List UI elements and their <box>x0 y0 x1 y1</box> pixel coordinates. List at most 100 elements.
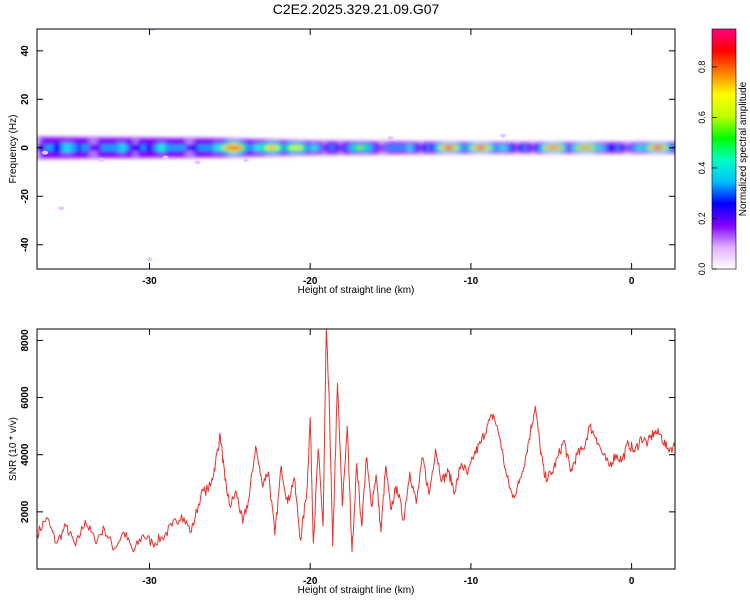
heatmap-cell <box>253 145 259 150</box>
heatmap-cell <box>257 146 263 150</box>
heatmap-cell <box>539 146 544 149</box>
heatmap-cell <box>185 145 191 150</box>
heatmap-cell <box>486 146 492 149</box>
spectrogram-panel: -30 -20 -10 0 -40 -20 0 20 40 Height of straight… <box>8 28 676 296</box>
heatmap-cell <box>338 146 343 150</box>
heatmap-cell <box>615 146 621 149</box>
heatmap-cell <box>414 146 420 150</box>
heatmap-speck <box>500 133 507 138</box>
y-tick-label: -40 <box>20 237 31 252</box>
heatmap-cell <box>125 145 131 150</box>
heatmap-cell <box>358 146 364 150</box>
heatmap-cell <box>141 145 147 150</box>
heatmap-cell <box>507 146 512 149</box>
spectrogram-heatmap <box>37 29 675 262</box>
heatmap-cell <box>41 145 46 151</box>
heatmap-cell <box>442 146 448 150</box>
y-tick-label: 6000 <box>20 386 31 409</box>
colorbar-tick-label: 0.4 <box>697 162 707 175</box>
heatmap-cell <box>49 145 54 151</box>
colorbar-tick-label: 0.8 <box>697 61 707 74</box>
heatmap-cell <box>563 146 568 149</box>
heatmap-cell <box>334 146 339 150</box>
heatmap-cell <box>446 146 452 150</box>
heatmap-cell <box>547 146 552 149</box>
heatmap-cell <box>85 145 90 151</box>
heatmap-cell <box>137 145 143 150</box>
heatmap-cell <box>627 146 633 149</box>
heatmap-cell <box>599 146 605 149</box>
heatmap-cell <box>318 146 323 150</box>
heatmap-cell <box>205 145 211 150</box>
heatmap-cell <box>65 145 70 151</box>
heatmap-cell <box>559 146 564 149</box>
heatmap-cell <box>282 146 287 150</box>
heatmap-cell <box>117 145 122 151</box>
heatmap-cell <box>663 146 669 149</box>
heatmap-cell <box>169 145 175 150</box>
spectrogram-xlabel: Height of straight line (km) <box>298 285 415 296</box>
heatmap-cell <box>603 146 609 149</box>
heatmap-cell <box>73 145 78 151</box>
heatmap-cell <box>189 145 195 150</box>
snr-panel: -30 -20 -10 0 2000 4000 6000 8000 Height of str… <box>8 328 676 596</box>
heatmap-cell <box>249 145 255 150</box>
heatmap-cell <box>430 146 436 150</box>
heatmap-cell <box>398 146 404 150</box>
heatmap-cell <box>591 146 597 149</box>
colorbar-tick-label: 0.6 <box>697 111 707 124</box>
heatmap-cell <box>495 146 500 149</box>
heatmap-cell <box>519 146 524 149</box>
heatmap-cell <box>145 145 151 150</box>
colorbar-tick-label: 0.0 <box>697 263 707 276</box>
heatmap-cell <box>378 146 384 150</box>
heatmap-cell <box>374 146 380 150</box>
snr-series-line <box>37 329 675 553</box>
heatmap-cell <box>286 146 291 150</box>
heatmap-cell <box>635 146 641 149</box>
colorbar-bar <box>711 28 737 270</box>
x-tick-label: -30 <box>142 576 157 587</box>
heatmap-cell <box>370 146 376 150</box>
heatmap-cell <box>619 146 625 149</box>
spectrogram-ticks: -30 -20 -10 0 -40 -20 0 20 40 <box>20 29 675 287</box>
heatmap-cell <box>587 146 593 149</box>
x-tick-label: 0 <box>629 276 635 287</box>
heatmap-cell <box>274 146 279 150</box>
figure-title: C2E2.2025.329.21.09.G07 <box>273 1 440 17</box>
heatmap-cell <box>406 146 412 150</box>
heatmap-cell <box>462 146 468 149</box>
heatmap-cell <box>623 146 629 149</box>
heatmap-cell <box>503 146 508 149</box>
heatmap-cell <box>478 146 484 149</box>
snr-frame <box>36 328 676 570</box>
heatmap-cell <box>490 146 496 149</box>
heatmap-cell <box>482 146 488 149</box>
heatmap-cell <box>237 145 243 150</box>
heatmap-cell <box>382 146 388 150</box>
heatmap-cell <box>225 145 231 150</box>
y-tick-label: 8000 <box>20 329 31 352</box>
heatmap-speck <box>98 157 105 162</box>
heatmap-cell <box>571 146 576 149</box>
snr-plot-area <box>37 329 675 569</box>
heatmap-speck <box>42 150 49 155</box>
snr-ylabel: SNR (10 * v/v) <box>8 417 19 481</box>
heatmap-cell <box>113 145 118 151</box>
heatmap-cell <box>647 146 653 149</box>
heatmap-cell <box>149 145 155 150</box>
heatmap-cell <box>121 145 126 150</box>
heatmap-cell <box>310 146 315 150</box>
heatmap-cell <box>655 146 661 149</box>
heatmap-cell <box>201 145 207 150</box>
heatmap-cell <box>474 146 480 149</box>
heatmap-cell <box>177 145 183 150</box>
heatmap-cell <box>165 145 171 150</box>
colorbar-label: Normalized spectral amplitude <box>738 81 749 216</box>
heatmap-cell <box>410 146 416 150</box>
heatmap-cell <box>53 145 58 151</box>
spectrogram-ylabel: Frequency (Hz) <box>8 115 19 184</box>
heatmap-cell <box>499 146 504 149</box>
heatmap-cell <box>129 145 135 150</box>
